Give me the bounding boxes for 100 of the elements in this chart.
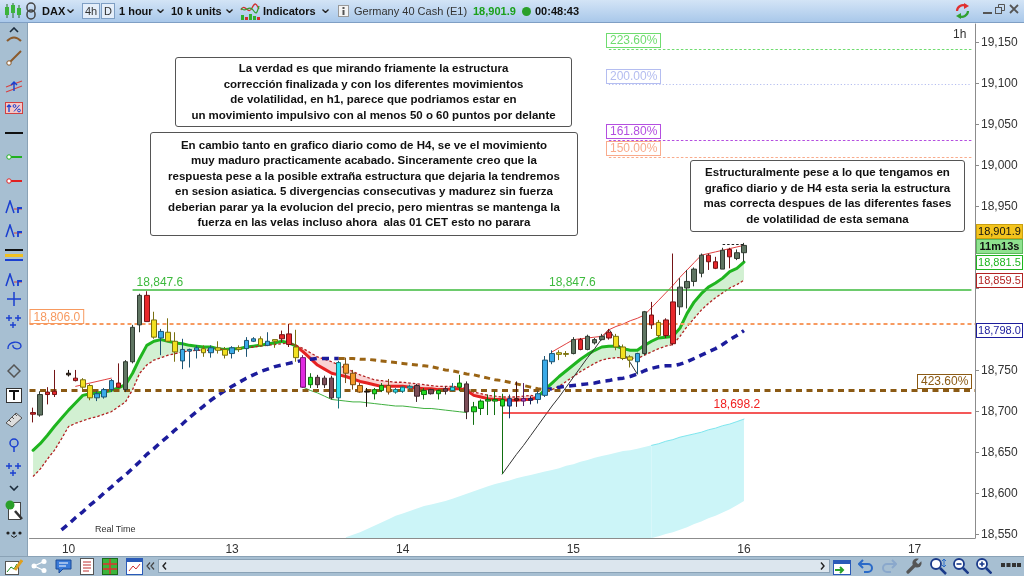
candlestick	[180, 338, 185, 370]
candlestick	[407, 384, 413, 391]
text: 10 k units	[171, 4, 222, 19]
candlestick	[322, 375, 327, 389]
candlestick	[464, 380, 469, 420]
line-series	[302, 386, 468, 414]
text: 18,859.5	[976, 273, 1023, 288]
ref-line-label: 18,698.2	[713, 397, 761, 412]
y-tick-label: 18,700	[981, 403, 1019, 418]
candlestick	[37, 390, 43, 418]
candlestick	[386, 378, 391, 396]
candlestick	[571, 336, 576, 355]
text: Indicators	[263, 4, 316, 19]
text: D	[101, 3, 115, 19]
candlestick	[443, 385, 448, 396]
candlestick	[521, 382, 526, 407]
candlestick	[130, 324, 135, 364]
y-tick-label: 19,150	[981, 35, 1019, 50]
annotation: La verdad es que mirando friamente la estructura corrección finalizada y con los diferentes movimientos de volatilidad, en h1, parece que podriamos estar en un movimiento impulsivo con al menos 50 o 60 puntos por delante	[175, 57, 572, 127]
candlestick	[400, 385, 405, 394]
candlestick	[414, 383, 420, 403]
candlestick	[599, 333, 605, 341]
annotation: En cambio tanto en grafico diario como de H4, se ve el movimiento muy maduro practicamente acabado. Sinceramente creo que la respuesta pese a la posible extraña estructura que dejaria la tendremos en sesion asiatica. 5 divergencias consecutivas y madurez sin fuerza deberian parar ya la evolucion del precio, pero mientras se mantenga la fuerza en las velas incluso ahora alas 01 CET esto no parara	[150, 132, 578, 236]
candlestick	[642, 310, 647, 356]
candlestick	[123, 359, 128, 393]
text: 18,798.0	[976, 323, 1023, 338]
candlestick	[706, 253, 711, 271]
candlestick	[236, 344, 242, 353]
candlestick	[713, 256, 718, 270]
candlestick	[606, 328, 612, 341]
candlestick	[699, 253, 704, 278]
candlestick	[244, 336, 249, 358]
candlestick	[258, 335, 263, 348]
candlestick	[265, 331, 270, 347]
candlestick	[187, 348, 192, 368]
line-series	[651, 418, 745, 446]
candlestick	[158, 328, 164, 356]
annotation: Estructuralmente pese a lo que tengamos en grafico diario y de H4 esta seria la estructura mas correcta despues de las diferentes fases de volatilidad de esta semana	[690, 160, 965, 232]
chart-title: Germany 40 Cash (E1)	[354, 4, 468, 19]
candlestick	[116, 362, 121, 389]
candlestick	[450, 382, 455, 392]
ref-line-label: 18,806.0	[33, 310, 81, 325]
text: DAX	[42, 4, 66, 19]
candlestick	[52, 369, 57, 398]
y-tick-label: 19,000	[981, 158, 1019, 172]
candlestick	[109, 378, 114, 393]
candlestick	[73, 369, 78, 382]
line-series	[75, 377, 112, 387]
candlestick	[208, 344, 214, 359]
x-tick-label: 16	[737, 542, 751, 556]
ref-line-label: 18,847.6	[136, 274, 184, 289]
annotation: Real Time	[95, 524, 136, 534]
y-tick-label: 18,600	[981, 485, 1019, 500]
candlestick	[585, 334, 590, 351]
y-tick-label: 18,950	[981, 198, 1019, 213]
candlestick	[66, 369, 71, 377]
candlestick	[300, 354, 306, 389]
candlestick	[421, 387, 427, 400]
candlestick	[272, 339, 278, 349]
candlestick	[357, 382, 363, 394]
text: 11m13s	[976, 239, 1023, 254]
x-tick-label: 10	[61, 542, 76, 556]
text: 18,901.9	[976, 224, 1023, 239]
candlestick	[229, 345, 235, 359]
candlestick	[45, 386, 50, 405]
annotation: 223.60%	[606, 33, 662, 48]
candlestick	[514, 380, 519, 408]
text: 1 hour	[119, 4, 153, 19]
text: 4h	[82, 3, 101, 19]
x-tick-label: 13	[225, 542, 240, 556]
annotation: 150.00%	[606, 141, 662, 156]
candlestick	[436, 389, 441, 400]
candlestick	[528, 395, 533, 405]
candlestick	[151, 311, 157, 340]
x-tick-label: 17	[907, 542, 922, 556]
text: 18,881.5	[976, 255, 1023, 270]
annotation: 1h	[953, 27, 967, 41]
text: 18,901.9	[473, 4, 516, 19]
candlestick	[500, 393, 505, 475]
candlestick	[315, 374, 320, 389]
candlestick	[372, 387, 377, 400]
candlestick	[393, 387, 398, 395]
candlestick	[507, 394, 512, 419]
candlestick	[635, 352, 640, 375]
y-tick-label: 18,750	[981, 362, 1019, 377]
candlestick	[194, 344, 199, 359]
candlestick	[592, 337, 597, 346]
candlestick	[144, 290, 150, 323]
text: 00:48:43	[535, 4, 580, 19]
candlestick	[329, 375, 334, 400]
candlestick	[578, 337, 583, 351]
annotation: 423.60%	[917, 374, 973, 389]
y-tick-label: 19,050	[981, 117, 1019, 132]
candlestick	[251, 336, 256, 343]
candlestick	[649, 301, 654, 330]
candlestick	[201, 344, 206, 358]
annotation: 161.80%	[606, 124, 662, 139]
x-tick-label: 15	[566, 542, 581, 556]
candlestick	[364, 387, 370, 408]
candlestick	[457, 374, 462, 392]
